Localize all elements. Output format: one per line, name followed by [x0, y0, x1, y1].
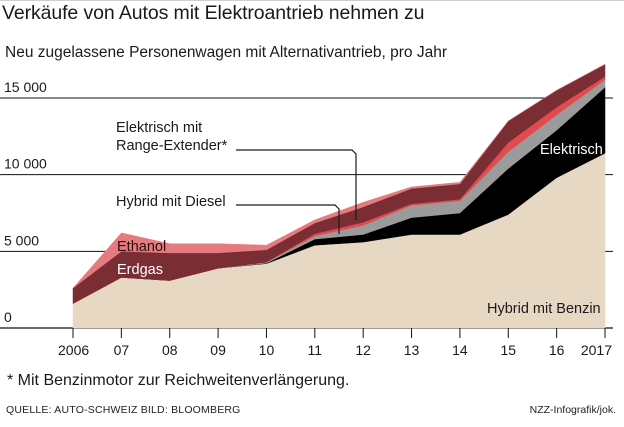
x-tick-label-11: 2017 [581, 342, 612, 358]
source-note: QUELLE: AUTO-SCHWEIZ BILD: BLOOMBERG [6, 404, 241, 416]
x-tick-label-6: 12 [355, 342, 371, 358]
label-range-extender-line2: Range-Extender* [116, 138, 228, 154]
label-range-extender-line1: Elektrisch mit [116, 120, 202, 136]
x-tick-label-5: 11 [308, 342, 323, 358]
footnote: * Mit Benzinmotor zur Reichweitenverläng… [7, 372, 350, 389]
x-tick-label-3: 09 [210, 342, 226, 358]
x-tick-label-8: 14 [452, 342, 468, 358]
area-series-5 [72, 64, 606, 289]
y-tick-label-1: 5 000 [4, 232, 39, 248]
chart-subtitle: Neu zugelassene Personenwagen mit Altern… [5, 44, 448, 61]
x-tick-label-2: 08 [162, 342, 178, 358]
label-erdgas: Erdgas [117, 262, 163, 278]
label-elektrisch: Elektrisch [540, 142, 603, 158]
y-tick-label-3: 15 000 [4, 79, 47, 95]
y-tick-label-0: 0 [4, 309, 12, 325]
x-tick-label-4: 10 [259, 342, 275, 358]
x-tick-label-9: 15 [500, 342, 516, 358]
chart-title: Verkäufe von Autos mit Elektroantrieb ne… [2, 2, 425, 24]
label-hybrid-diesel: Hybrid mit Diesel [116, 194, 226, 210]
x-tick-label-1: 07 [114, 342, 130, 358]
top-rule [0, 0, 624, 1]
label-hybrid-benzin: Hybrid mit Benzin [487, 301, 601, 317]
leader-hybrid-diesel [236, 204, 340, 234]
leader-range-extender [236, 149, 357, 220]
label-ethanol: Ethanol [117, 239, 166, 255]
x-tick-label-10: 16 [549, 342, 565, 358]
graphic-credit: NZZ-Infografik/jok. [529, 404, 616, 416]
x-tick-label-0: 2006 [58, 342, 89, 358]
x-tick-label-7: 13 [404, 342, 420, 358]
y-tick-label-2: 10 000 [4, 156, 47, 172]
